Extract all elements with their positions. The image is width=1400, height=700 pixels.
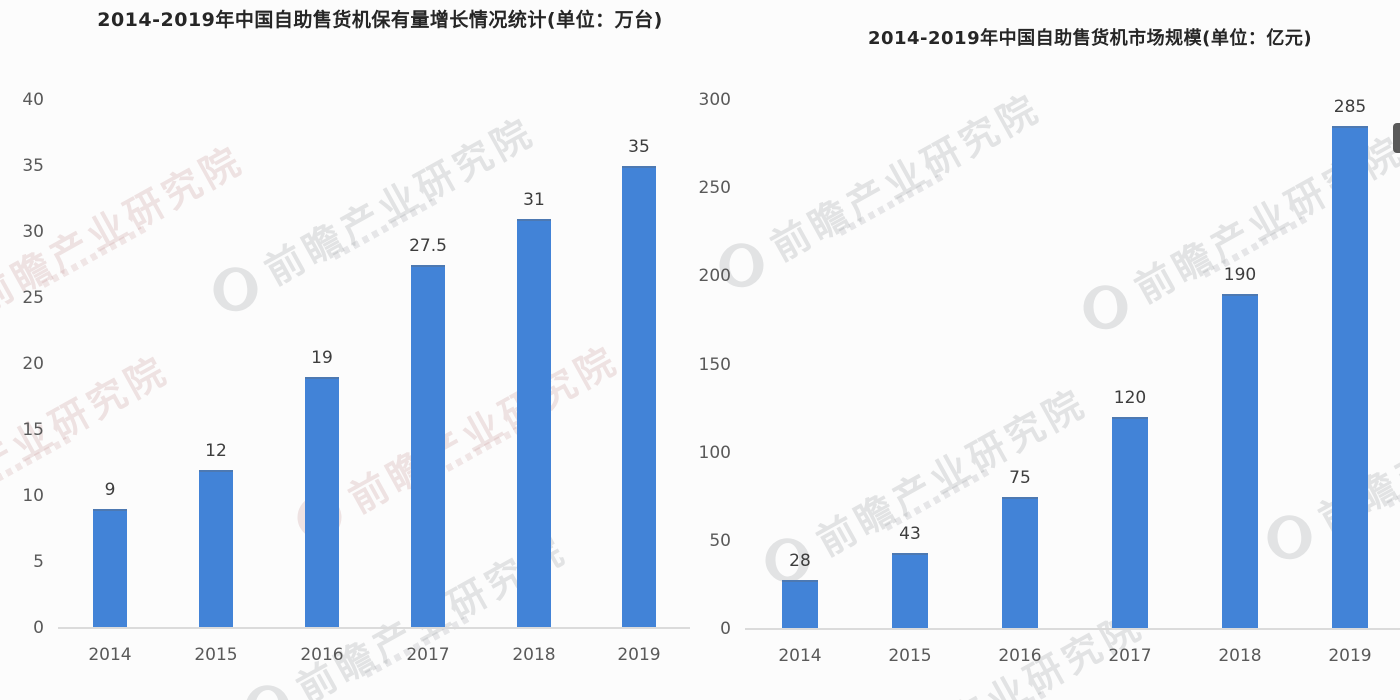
bar-value-label: 19 [311,348,333,369]
y-tick-label: 25 [22,288,44,308]
bar-value-label: 35 [628,137,650,157]
y-tick-label: 150 [698,354,731,375]
x-category-label: 2018 [512,645,556,665]
x-category-label: 2015 [888,646,932,666]
chart-title-market-size: 2014-2019年中国自助售货机市场规模(单位：亿元) [867,28,1313,49]
bar-value-label: 31 [523,189,545,210]
x-category-label: 2017 [1108,646,1152,666]
bar-value-label: 190 [1223,264,1257,285]
y-tick-label: 30 [22,222,44,242]
bar-2017 [1112,417,1148,629]
bar-2015 [199,469,233,628]
x-category-label: 2019 [617,645,661,665]
x-category-label: 2015 [194,645,238,665]
bar-value-label: 9 [104,480,116,501]
chart-title-ownership: 2014-2019年中国自助售货机保有量增长情况统计(单位：万台) [97,9,663,31]
bar-2019 [622,166,656,628]
y-tick-label: 5 [33,552,44,572]
bar-value-label: 285 [1333,97,1367,118]
x-category-label: 2014 [88,645,132,665]
bar-2018 [517,218,551,628]
y-tick-label: 15 [22,420,44,440]
bar-value-label: 43 [899,524,921,545]
y-tick-label: 100 [698,442,731,463]
bar-value-label: 27.5 [409,236,447,256]
bar-2016 [305,377,339,628]
bar-value-label: 120 [1113,388,1147,409]
x-category-label: 2019 [1328,646,1372,666]
x-category-label: 2018 [1218,646,1262,666]
bar-value-label: 12 [205,440,227,461]
y-tick-label: 20 [22,354,44,374]
y-tick-label: 0 [33,618,44,638]
y-tick-label: 10 [22,486,44,506]
x-category-label: 2014 [778,646,822,666]
x-axis-line-left [58,627,690,629]
x-category-label: 2016 [998,646,1042,666]
bar-2014 [782,579,818,629]
bar-2015 [892,553,928,629]
x-category-label: 2016 [300,645,344,665]
y-tick-label: 200 [698,266,731,287]
edge-artifact [1393,123,1400,153]
y-tick-label: 50 [709,530,731,551]
x-category-label: 2017 [406,645,450,665]
bar-2018 [1222,293,1258,629]
y-tick-label: 40 [22,90,44,110]
bar-value-label: 28 [789,550,811,571]
x-axis-line-right [745,628,1400,630]
bar-2014 [93,509,127,628]
bar-2019 [1332,126,1368,629]
bar-2016 [1002,496,1038,629]
bar-value-label: 75 [1009,467,1031,488]
y-tick-label: 300 [698,90,731,110]
bar-2017 [411,265,445,628]
y-tick-label: 0 [720,619,731,639]
y-tick-label: 250 [698,178,731,199]
y-tick-label: 35 [22,156,44,176]
